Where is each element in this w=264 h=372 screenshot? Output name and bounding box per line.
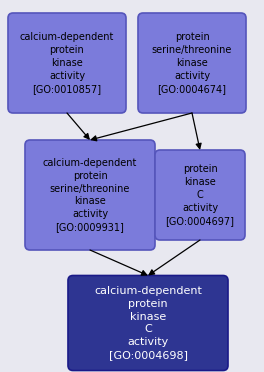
- FancyBboxPatch shape: [8, 13, 126, 113]
- FancyBboxPatch shape: [25, 140, 155, 250]
- FancyBboxPatch shape: [138, 13, 246, 113]
- Text: calcium-dependent
protein
kinase
C
activity
[GO:0004698]: calcium-dependent protein kinase C activ…: [94, 286, 202, 360]
- Text: calcium-dependent
protein
kinase
activity
[GO:0010857]: calcium-dependent protein kinase activit…: [20, 32, 114, 94]
- Text: calcium-dependent
protein
serine/threonine
kinase
activity
[GO:0009931]: calcium-dependent protein serine/threoni…: [43, 158, 137, 232]
- Text: protein
serine/threonine
kinase
activity
[GO:0004674]: protein serine/threonine kinase activity…: [152, 32, 232, 94]
- FancyBboxPatch shape: [155, 150, 245, 240]
- FancyBboxPatch shape: [68, 276, 228, 371]
- Text: protein
kinase
C
activity
[GO:0004697]: protein kinase C activity [GO:0004697]: [166, 164, 234, 225]
